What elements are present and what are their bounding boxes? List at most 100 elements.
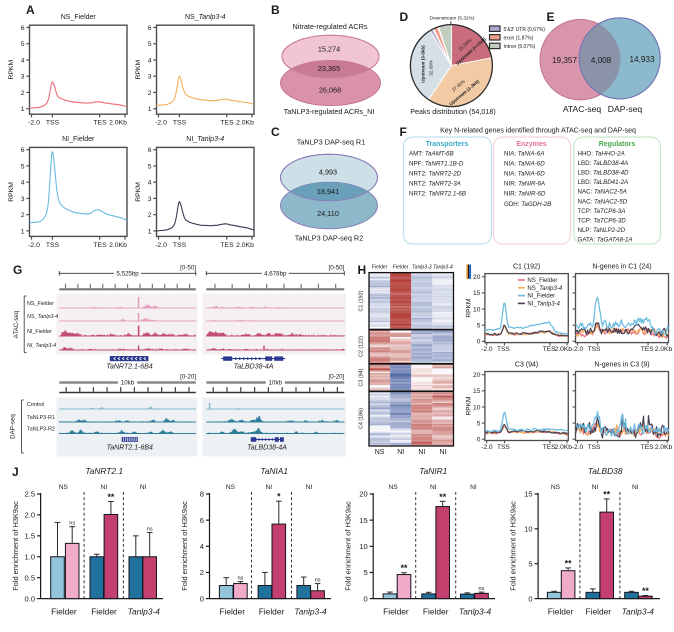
svg-text:Tanlp3-4: Tanlp3-4: [128, 607, 161, 617]
svg-text:Fielder: Fielder: [51, 607, 77, 617]
svg-text:[0-20]: [0-20]: [328, 374, 344, 381]
svg-text:LBD: TaLBD38-4A: LBD: TaLBD38-4A: [578, 160, 629, 167]
svg-text:10kb: 10kb: [121, 380, 135, 387]
svg-text:TaNIA1: TaNIA1: [260, 466, 288, 476]
svg-text:1: 1: [148, 106, 152, 113]
svg-text:14,933: 14,933: [629, 55, 654, 64]
svg-text:TES: TES: [543, 346, 556, 353]
svg-text:1: 1: [21, 106, 25, 113]
svg-text:20: 20: [473, 274, 481, 281]
svg-text:DAP-seq: DAP-seq: [10, 414, 17, 439]
svg-text:NI: NI: [632, 484, 639, 491]
svg-text:Transporters: Transporters: [426, 141, 469, 148]
svg-text:2.0: 2.0: [25, 511, 36, 520]
svg-text:NI: NI: [592, 484, 599, 491]
svg-text:NI: NI: [306, 484, 313, 491]
svg-text:-2.0: -2.0: [155, 242, 167, 249]
svg-text:-2.0: -2.0: [481, 444, 493, 451]
svg-text:26,068: 26,068: [319, 85, 341, 94]
svg-text:2.0Kb: 2.0Kb: [109, 120, 127, 127]
svg-text:NIA: TaNIA-6D: NIA: TaNIA-6D: [504, 171, 545, 178]
svg-text:RPKM: RPKM: [465, 299, 472, 318]
svg-text:TSS: TSS: [497, 444, 510, 451]
svg-text:TaNRT2.1-6B4: TaNRT2.1-6B4: [107, 445, 153, 452]
svg-text:TES: TES: [93, 120, 107, 127]
svg-text:D: D: [400, 10, 409, 24]
svg-text:B: B: [271, 3, 280, 17]
svg-text:C1 (192): C1 (192): [513, 264, 540, 271]
svg-text:5: 5: [363, 568, 367, 577]
svg-text:2: 2: [21, 212, 25, 219]
svg-text:[0-50]: [0-50]: [328, 265, 344, 272]
svg-text:-2.0: -2.0: [155, 120, 167, 127]
svg-text:N-genes in C3 (9): N-genes in C3 (9): [594, 362, 649, 369]
svg-text:Fold enrichment of H3K9ac: Fold enrichment of H3K9ac: [509, 501, 518, 591]
svg-text:2.5: 2.5: [25, 490, 36, 499]
svg-text:Intron (5,07%): Intron (5,07%): [504, 44, 536, 50]
svg-text:NIR: TaNIR-6A: NIR: TaNIR-6A: [504, 181, 545, 188]
svg-text:ns: ns: [479, 586, 485, 592]
svg-text:-2.0: -2.0: [572, 444, 584, 451]
svg-text:Tanlp3-4: Tanlp3-4: [622, 607, 655, 617]
svg-text:2: 2: [148, 212, 152, 219]
svg-text:NI: NI: [397, 449, 404, 456]
svg-text:0: 0: [477, 339, 481, 346]
svg-text:6: 6: [21, 147, 25, 154]
svg-text:Enzymes: Enzymes: [516, 141, 546, 148]
svg-text:ATAC-seq: ATAC-seq: [563, 104, 602, 114]
svg-text:**: **: [439, 492, 446, 502]
svg-text:**: **: [107, 492, 114, 502]
svg-text:2: 2: [148, 90, 152, 97]
svg-text:2.0Kb: 2.0Kb: [109, 242, 127, 249]
svg-text:Fielder: Fielder: [423, 607, 449, 617]
svg-text:NS_Tanlp3-4: NS_Tanlp3-4: [527, 286, 562, 292]
svg-text:5: 5: [21, 163, 25, 170]
svg-text:0: 0: [477, 437, 481, 444]
svg-text:DAP-seq: DAP-seq: [608, 104, 643, 114]
svg-text:LBD: TaLBD41-2A: LBD: TaLBD41-2A: [578, 179, 629, 186]
svg-text:15: 15: [359, 516, 367, 525]
svg-text:TaNLP3-regulated ACRs_NI: TaNLP3-regulated ACRs_NI: [284, 107, 375, 116]
svg-text:10: 10: [473, 404, 481, 411]
svg-text:1.0: 1.0: [25, 552, 36, 561]
svg-text:5: 5: [477, 420, 481, 427]
svg-text:19,357: 19,357: [552, 56, 577, 65]
svg-text:A: A: [26, 3, 35, 17]
svg-text:5: 5: [21, 41, 25, 48]
svg-text:6: 6: [21, 25, 25, 32]
svg-text:Upstream (3-5kb): Upstream (3-5kb): [421, 45, 426, 83]
svg-text:Fielder: Fielder: [91, 607, 117, 617]
svg-text:NS: NS: [551, 484, 561, 491]
svg-text:-2.0: -2.0: [28, 242, 40, 249]
svg-text:GATA: TaGATA8-1A: GATA: TaGATA8-1A: [578, 237, 633, 244]
svg-text:NAC: TaNAC2-5A: NAC: TaNAC2-5A: [578, 189, 627, 196]
svg-text:NS_Tanlp3-4: NS_Tanlp3-4: [185, 14, 226, 21]
svg-text:TSS: TSS: [46, 242, 60, 249]
svg-text:F: F: [400, 125, 407, 139]
svg-text:4: 4: [148, 57, 152, 64]
svg-text:Tanlp3-3: Tanlp3-3: [412, 265, 432, 271]
svg-text:Fielder: Fielder: [548, 607, 574, 617]
svg-text:Fielder: Fielder: [372, 265, 388, 271]
svg-text:Fold enrichment of H3K9ac: Fold enrichment of H3K9ac: [11, 501, 20, 591]
svg-text:6: 6: [148, 25, 152, 32]
svg-text:ns: ns: [147, 526, 153, 532]
svg-text:C4 (186): C4 (186): [359, 408, 365, 429]
svg-text:Tanlp3-4: Tanlp3-4: [294, 607, 327, 617]
svg-text:TSS: TSS: [173, 242, 187, 249]
svg-text:RPKM: RPKM: [135, 182, 142, 202]
svg-text:NRT2: TaNRT2-3A: NRT2: TaNRT2-3A: [409, 181, 461, 188]
svg-text:TaNRT2.1-6B4: TaNRT2.1-6B4: [106, 364, 152, 371]
svg-text:Nitrate-regulated ACRs: Nitrate-regulated ACRs: [292, 22, 367, 31]
svg-text:Regulators: Regulators: [599, 141, 636, 148]
svg-text:2: 2: [21, 90, 25, 97]
svg-text:J: J: [12, 465, 19, 479]
svg-text:5,525bp: 5,525bp: [116, 271, 139, 278]
svg-text:NLP: TaNLP2-2D: NLP: TaNLP2-2D: [578, 227, 626, 234]
svg-text:Key N-related genes identified: Key N-related genes identified through A…: [440, 128, 636, 135]
svg-text:TaNLP3-R2: TaNLP3-R2: [27, 427, 55, 433]
svg-text:10: 10: [524, 525, 532, 534]
svg-text:2.0Kb: 2.0Kb: [655, 444, 673, 451]
svg-text:TaLBD38-4A: TaLBD38-4A: [234, 364, 274, 371]
svg-text:TES: TES: [220, 120, 234, 127]
